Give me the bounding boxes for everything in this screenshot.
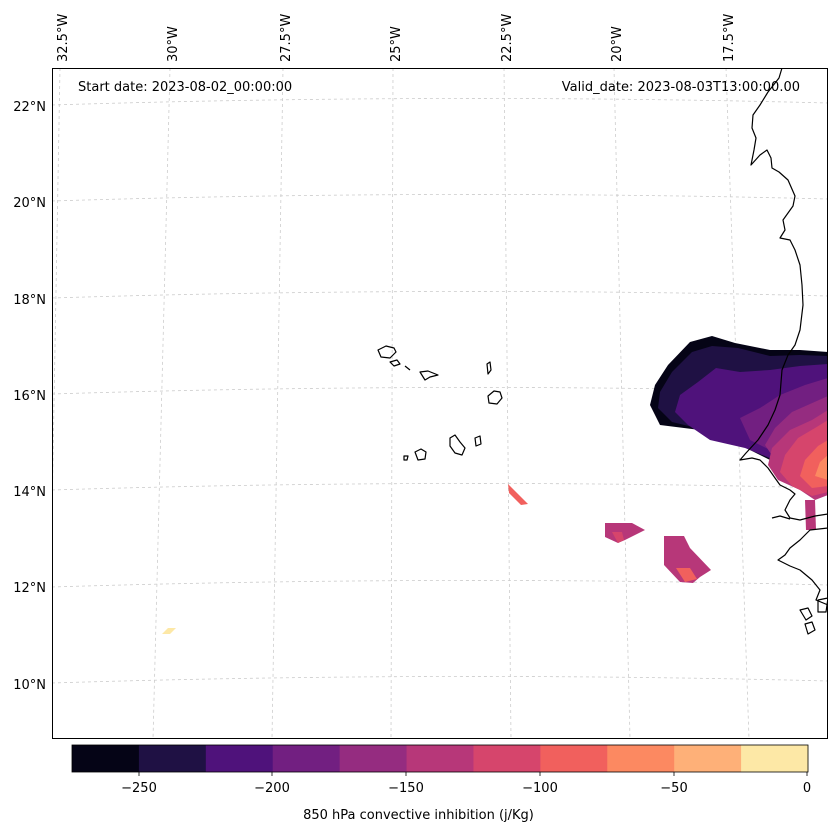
colorbar-frame xyxy=(71,744,809,773)
lon-tick-32-5w: 32.5°W xyxy=(56,14,71,62)
lat-tick-10n: 10°N xyxy=(13,678,46,693)
lon-tick-20w: 20°W xyxy=(610,26,625,62)
colorbar-label: 850 hPa convective inhibition (j/Kg) xyxy=(303,808,534,823)
cape-verde-fogo xyxy=(414,448,427,461)
colorbar-segment xyxy=(607,745,675,772)
lon-tick-22-5w: 22.5°W xyxy=(500,14,515,62)
cape-verde-brava xyxy=(403,455,409,461)
cin-contours xyxy=(162,336,828,634)
cape-verde-santa-luzia xyxy=(404,365,411,371)
coastline-bissagos xyxy=(799,597,828,635)
contour-patch-right-magenta xyxy=(664,536,711,583)
colorbar-segment xyxy=(741,745,809,772)
lat-tick-18n: 18°N xyxy=(13,293,46,308)
colorbar-segment xyxy=(540,745,608,772)
cape-verde-santiago xyxy=(449,434,466,456)
coastlines xyxy=(377,68,828,635)
cape-verde-maio xyxy=(474,435,482,447)
contour-patch-right-magenta-inner xyxy=(676,568,697,582)
lon-tick-25w: 25°W xyxy=(389,26,404,62)
colorbar-ticks xyxy=(138,772,808,776)
lon-tick-17-5w: 17.5°W xyxy=(722,14,737,62)
contour-patch-mid-magenta-inner xyxy=(612,532,624,543)
contour-patch-mid-magenta xyxy=(605,523,645,543)
colorbar-segment xyxy=(473,745,541,772)
graticule xyxy=(52,68,828,739)
cape-verde-sao-nicolau xyxy=(419,370,439,381)
cb-tick-neg150: −150 xyxy=(388,781,424,796)
cb-tick-neg250: −250 xyxy=(121,781,157,796)
lat-tick-12n: 12°N xyxy=(13,581,46,596)
lon-tick-30w: 30°W xyxy=(166,26,181,62)
colorbar-segment xyxy=(138,745,207,772)
colorbar-segment xyxy=(205,745,274,772)
coastline-gambia-inlet xyxy=(771,515,791,520)
contour-level-9 xyxy=(815,455,828,480)
map-frame xyxy=(52,68,828,739)
colorbar: −250 −200 −150 −100 −50 0 xyxy=(71,744,811,796)
coastline-guinea xyxy=(777,527,828,606)
cb-tick-neg200: −200 xyxy=(254,781,290,796)
colorbar-segment xyxy=(406,745,474,772)
lat-tick-22n: 22°N xyxy=(13,100,46,115)
contour-patch-yellow-dot xyxy=(162,628,176,634)
lat-tick-20n: 20°N xyxy=(13,196,46,211)
lon-tick-27-5w: 27.5°W xyxy=(279,14,294,62)
longitude-tick-labels: 32.5°W 30°W 27.5°W 25°W 22.5°W 20°W 17.5… xyxy=(56,14,737,62)
contour-patch-lowerleft-tail xyxy=(805,500,816,530)
lat-tick-14n: 14°N xyxy=(13,485,46,500)
cb-tick-0: 0 xyxy=(803,781,811,796)
cape-verde-santo-antao xyxy=(377,345,397,359)
cb-tick-neg100: −100 xyxy=(522,781,558,796)
cape-verde-sal xyxy=(486,361,492,375)
cape-verde-boa-vista xyxy=(487,390,503,405)
colorbar-segment xyxy=(339,745,408,772)
cb-tick-neg50: −50 xyxy=(660,781,687,796)
start-date-label: Start date: 2023-08-02_00:00:00 xyxy=(78,80,292,95)
latitude-tick-labels: 22°N 20°N 18°N 16°N 14°N 12°N 10°N xyxy=(13,100,46,693)
colorbar-segment xyxy=(674,745,742,772)
colorbar-segments xyxy=(72,745,809,772)
valid-date-label: Valid_date: 2023-08-03T13:00:00.00 xyxy=(562,80,800,95)
map-area xyxy=(52,68,828,739)
african-coastline xyxy=(739,68,828,521)
lat-tick-16n: 16°N xyxy=(13,389,46,404)
colorbar-segment xyxy=(72,745,140,772)
colorbar-segment xyxy=(272,745,341,772)
contour-patch-small-orange xyxy=(508,484,528,505)
cape-verde-sao-vicente xyxy=(389,359,401,367)
